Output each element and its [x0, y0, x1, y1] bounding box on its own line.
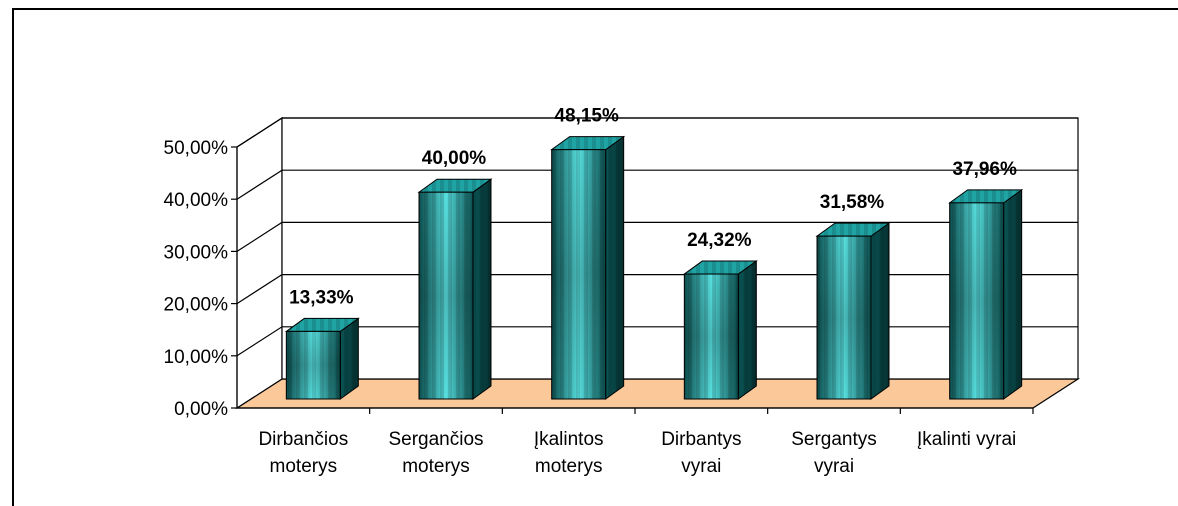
bar-top-pattern — [551, 136, 624, 150]
bar-top-pattern — [949, 189, 1022, 203]
bar-top-pattern — [419, 179, 491, 193]
bar-outline — [551, 149, 607, 400]
gridline — [236, 326, 1078, 357]
x-category-label: Dirbantys — [661, 429, 741, 450]
x-category-label: Įkalinti vyrai — [917, 429, 1016, 450]
data-label: 31,58% — [820, 192, 885, 213]
bar — [682, 260, 758, 400]
bar-side-stripes — [871, 223, 889, 399]
gridline — [236, 169, 1078, 200]
data-label: 37,96% — [952, 159, 1017, 180]
bar-side-stripes — [738, 261, 757, 399]
data-label: 40,00% — [422, 148, 487, 169]
bars — [284, 135, 1024, 400]
x-category-label: vyrai — [814, 456, 854, 477]
bar — [948, 188, 1024, 400]
bar-front-shade — [551, 149, 606, 399]
gridline — [236, 221, 1078, 252]
x-category-label: Sergantys — [791, 429, 877, 450]
y-tick-label: 50,00% — [164, 138, 229, 159]
labels: 0,00% 10,00% 20,00% 30,00% 40,00% 50,00% 13,33… — [164, 106, 1017, 477]
chart-left-wall — [236, 116, 283, 410]
bar-front-shade — [949, 202, 1004, 399]
y-tick-label: 40,00% — [164, 190, 229, 211]
x-category-label: Įkalintos — [534, 429, 604, 450]
y-tick-label: 0,00% — [174, 399, 228, 420]
y-tick-label: 20,00% — [164, 295, 229, 316]
bar-side-stripes — [340, 318, 359, 399]
x-category-label: vyrai — [681, 456, 721, 477]
bar-outline — [949, 202, 1005, 400]
bar-outline — [683, 273, 739, 400]
bar-outline — [816, 235, 872, 400]
y-tick-label: 10,00% — [164, 347, 229, 368]
bar — [417, 178, 493, 400]
bar — [550, 135, 626, 400]
gridline — [236, 117, 1078, 148]
bar-front-shade — [419, 192, 473, 399]
bar-front-shade — [286, 331, 341, 399]
bar-top-pattern — [817, 223, 889, 237]
x-category-label: moterys — [270, 456, 338, 477]
bar-top-pattern — [684, 261, 757, 275]
bar-outline — [418, 191, 474, 400]
data-label: 24,32% — [687, 230, 752, 251]
bar-front-shade — [817, 236, 871, 399]
bar-outline — [285, 330, 341, 400]
chart-frame — [12, 8, 1178, 506]
bar-front-shade — [684, 274, 739, 399]
x-category-label: Dirbančios — [258, 429, 348, 450]
bar — [284, 317, 360, 400]
data-label: 48,15% — [554, 106, 619, 127]
x-category-label: moterys — [402, 456, 470, 477]
bar-side-stripes — [473, 179, 491, 399]
bar-side-stripes — [1003, 189, 1022, 399]
x-category-label: Sergančios — [388, 429, 483, 450]
gridline — [236, 274, 1078, 305]
x-category-label: moterys — [535, 456, 603, 477]
data-label: 13,33% — [289, 287, 354, 308]
y-tick-label: 30,00% — [164, 242, 229, 263]
bar-side-stripes — [605, 136, 624, 400]
bar-top-pattern — [286, 318, 359, 332]
bar — [815, 222, 891, 400]
